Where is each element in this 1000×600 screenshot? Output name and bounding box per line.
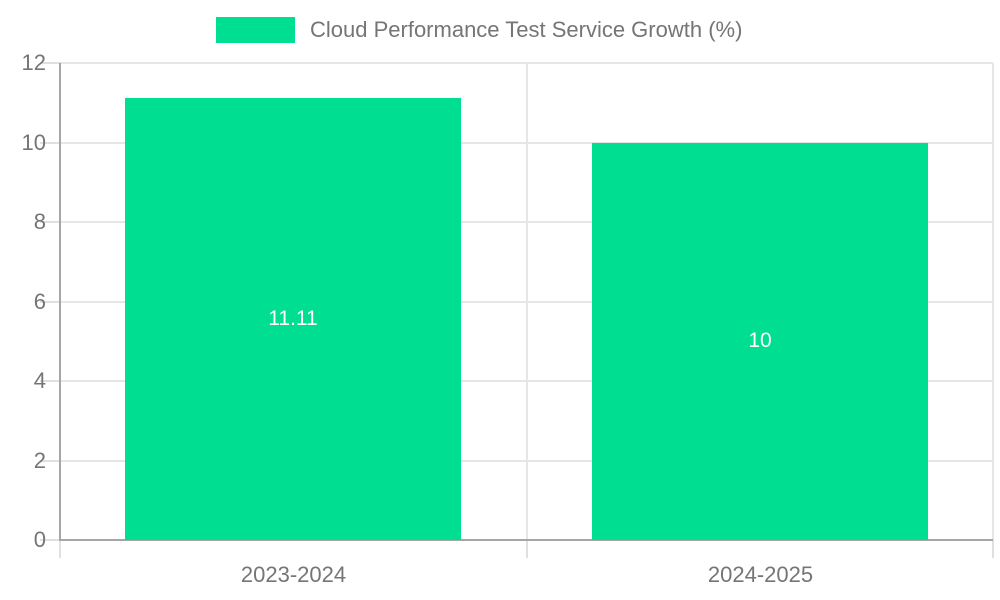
bar: 10 [592, 142, 928, 540]
x-axis-tick [992, 540, 994, 558]
x-axis-line [59, 539, 993, 541]
bar-value-label: 11.11 [268, 307, 318, 331]
y-axis-tick [40, 380, 60, 382]
y-axis-tick-label: 2 [33, 447, 46, 473]
y-axis-tick-label: 8 [33, 209, 46, 234]
x-axis-tick [525, 540, 528, 558]
y-axis-tick [40, 62, 60, 64]
y-axis-line [59, 63, 61, 540]
y-axis-tick-label: 6 [33, 288, 46, 314]
bar: 11.11 [125, 98, 461, 540]
y-axis-tick-label: 4 [33, 368, 46, 393]
y-axis-tick-label: 10 [21, 129, 46, 155]
y-axis-tick-label: 0 [33, 527, 46, 552]
x-axis-category-label: 2024-2025 [707, 562, 814, 587]
legend-label: Cloud Performance Test Service Growth (%… [310, 17, 743, 42]
y-axis-tick [40, 221, 60, 223]
chart-legend: Cloud Performance Test Service Growth (%… [216, 17, 742, 43]
y-axis-tick [40, 141, 60, 144]
gridline-vertical [525, 63, 528, 540]
y-axis-tick-label: 12 [21, 50, 46, 75]
x-axis-category-label: 2023-2024 [240, 562, 347, 587]
gridline-vertical [992, 63, 994, 540]
y-axis-tick [40, 300, 60, 303]
bar-value-label: 10 [748, 329, 772, 353]
y-axis-tick [40, 459, 60, 462]
x-axis-tick [59, 540, 61, 558]
legend-swatch [216, 17, 295, 43]
y-axis-tick [40, 539, 60, 541]
